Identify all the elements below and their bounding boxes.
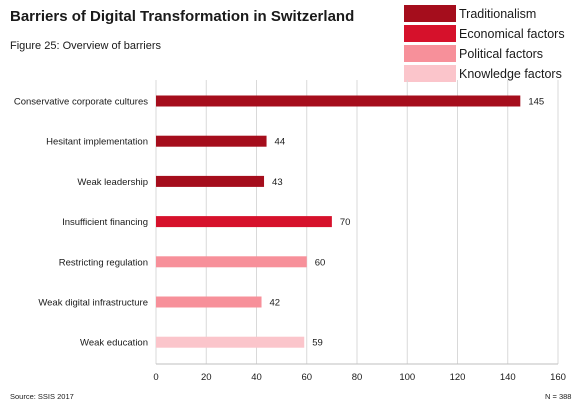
- bar: [156, 296, 262, 308]
- x-tick-label: 160: [550, 372, 566, 383]
- x-tick-label: 0: [153, 372, 158, 383]
- data-label: 43: [272, 177, 283, 188]
- legend-label-economical: Economical factors: [459, 26, 565, 41]
- x-tick-label: 100: [399, 372, 415, 383]
- data-label: 70: [340, 217, 351, 228]
- category-label: Weak digital infrastructure: [38, 298, 148, 309]
- legend-swatch-knowledge: [404, 65, 456, 82]
- x-tick-label: 120: [450, 372, 466, 383]
- legend-swatch-political: [404, 45, 456, 62]
- data-label: 59: [312, 338, 323, 349]
- category-label: Weak education: [80, 338, 148, 349]
- category-label: Conservative corporate cultures: [14, 97, 148, 108]
- sample-size-note: N = 388: [545, 392, 572, 401]
- category-label: Hesitant implementation: [46, 137, 148, 148]
- data-label: 145: [528, 97, 544, 108]
- bar: [156, 256, 307, 268]
- data-label: 44: [275, 137, 286, 148]
- data-label: 42: [270, 298, 281, 309]
- legend-swatch-economical: [404, 25, 456, 42]
- category-label: Weak leadership: [77, 177, 148, 188]
- bar: [156, 135, 267, 147]
- legend-label-traditionalism: Traditionalism: [459, 6, 537, 21]
- legend-item-knowledge: Knowledge factors: [404, 64, 580, 83]
- category-label: Restricting regulation: [59, 257, 148, 268]
- legend-label-political: Political factors: [459, 46, 544, 61]
- chart-legend: Traditionalism Economical factors Politi…: [404, 4, 580, 84]
- legend-item-economical: Economical factors: [404, 24, 580, 43]
- legend-label-knowledge: Knowledge factors: [459, 66, 562, 81]
- bar-chart: Conservative corporate cultures 145 Hesita…: [14, 80, 566, 383]
- chart-title: Barriers of Digital Transformation in Sw…: [10, 8, 355, 25]
- figure-caption: Figure 25: Overview of barriers: [10, 40, 161, 52]
- bar: [156, 336, 305, 348]
- x-tick-label: 80: [352, 372, 363, 383]
- x-tick-label: 60: [301, 372, 312, 383]
- legend-swatch-traditionalism: [404, 5, 456, 22]
- bar: [156, 216, 332, 228]
- x-tick-label: 20: [201, 372, 212, 383]
- category-label: Insufficient financing: [62, 217, 148, 228]
- bar: [156, 175, 265, 187]
- legend-item-traditionalism: Traditionalism: [404, 4, 580, 23]
- data-label: 60: [315, 257, 326, 268]
- bar: [156, 95, 521, 107]
- x-tick-label: 140: [500, 372, 516, 383]
- legend-item-political: Political factors: [404, 44, 580, 63]
- source-note: Source: SSIS 2017: [10, 392, 74, 401]
- x-tick-label: 40: [251, 372, 262, 383]
